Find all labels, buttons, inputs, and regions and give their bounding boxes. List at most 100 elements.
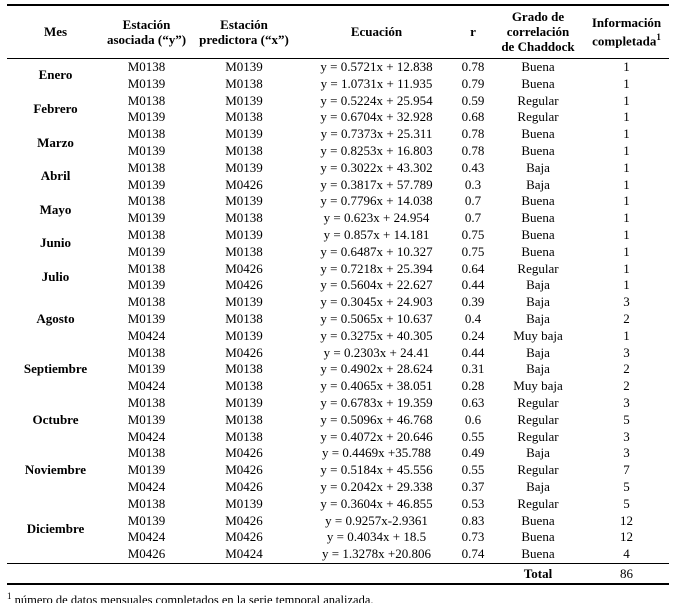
cell: 0.31 [461,361,485,377]
month-cell: Enero [38,67,73,83]
table-row: M0139 M0426 y = 0.9257x-2.9361 0.83 Buena 12 [7,513,669,530]
total-label: Total [492,562,584,585]
table-row: M0139 M0138 y = 0.5096x + 46.768 0.6 Regular… [7,412,669,429]
cell: M0424 [127,478,166,494]
table-row: Junio M0138 M0139 y = 0.857x + 14.181 0.75 Bu… [7,226,669,250]
cell: y = 0.623x + 24.954 [323,210,430,226]
cell: M0426 [225,176,263,192]
cell: M0138 [127,59,166,74]
cell: M0139 [225,193,263,209]
table-row: M0139 M0138 y = 0.623x + 24.954 0.7 Buena 1 [7,210,669,227]
cell: Regular [517,394,559,410]
cell: 1 [623,109,630,125]
cell: 0.75 [461,243,485,259]
cell: M0138 [127,260,166,276]
cell: M0138 [127,126,166,142]
cell: y = 1.3278x +20.806 [322,546,431,562]
table-row: M0424 M0138 y = 0.4065x + 38.051 0.28 Muy ba… [7,378,669,395]
cell: 0.59 [461,92,485,108]
month-cell: Septiembre [23,361,88,377]
footnote: 1 número de datos mensuales completados … [7,589,669,603]
cell: M0139 [225,226,263,242]
cell: M0138 [225,411,263,427]
column-header: Estación asociada (“y”) [104,4,189,59]
cell: M0139 [127,142,166,158]
cell: y = 0.5224x + 25.954 [320,92,433,108]
cell: 0.28 [461,378,485,394]
cell: Buena [521,59,555,74]
cell: M0424 [127,529,166,545]
cell: M0138 [127,193,166,209]
cell: M0426 [225,478,263,494]
table-row: M0424 M0426 y = 0.4034x + 18.5 0.73 Buena 12 [7,529,669,546]
month-cell: Marzo [37,134,74,150]
table-header: Mes Estación asociada (“y”) Estación predi… [7,4,669,59]
cell: M0138 [225,75,263,91]
table-row: M0424 M0426 y = 0.2042x + 29.338 0.37 Baja 5 [7,479,669,496]
table-row: Agosto M0138 M0139 y = 0.3045x + 24.903 0.39… [7,294,669,326]
cell: Buena [521,529,555,545]
correlation-table: Mes Estación asociada (“y”) Estación predi… [7,4,669,585]
month-cell: Febrero [33,100,78,116]
cell: y = 0.857x + 14.181 [323,226,430,242]
cell: M0426 [225,462,263,478]
cell: Regular [517,260,559,276]
cell: 0.75 [461,226,485,242]
cell: 1 [623,59,630,74]
cell: 1 [623,243,630,259]
cell: M0138 [127,394,166,410]
cell: M0138 [225,361,263,377]
footnote-reference: 1 [656,31,661,42]
cell: Baja [526,445,550,461]
cell: M0139 [127,310,166,326]
cell: 1 [623,75,630,91]
cell: M0424 [127,327,166,343]
cell: Buena [521,75,555,91]
cell: M0424 [127,428,166,444]
column-header: Mes [7,4,104,59]
cell: 12 [620,529,633,545]
cell: y = 0.7796x + 14.038 [320,193,433,209]
cell: 0.43 [461,159,485,175]
cell: y = 0.9257x-2.9361 [325,512,428,528]
cell: 0.44 [461,344,485,360]
cell: y = 0.5604x + 22.627 [320,277,433,293]
cell: M0426 [225,512,263,528]
cell: M0139 [127,411,166,427]
cell: M0139 [127,176,166,192]
cell: M0138 [127,294,166,310]
cell: 3 [623,428,630,444]
month-cell: Abril [40,168,71,184]
cell: 4 [623,546,630,562]
cell: 0.7 [464,193,482,209]
cell: y = 0.3045x + 24.903 [320,294,433,310]
cell: 1 [623,210,630,226]
cell: 0.39 [461,294,485,310]
cell: Baja [526,344,550,360]
cell: M0139 [225,92,263,108]
cell: 2 [623,378,630,394]
cell: Regular [517,495,559,511]
cell: 3 [623,294,630,310]
cell: 0.3 [464,176,482,192]
cell: 12 [620,512,633,528]
cell: y = 0.7218x + 25.394 [320,260,433,276]
cell: 0.74 [461,546,485,562]
footnote-marker: 1 [7,590,12,601]
cell: Buena [521,546,555,562]
cell: Buena [521,210,555,226]
column-header: r [454,4,492,59]
cell: 0.37 [461,478,485,494]
cell: y = 0.5096x + 46.768 [320,411,433,427]
cell: M0424 [127,378,166,394]
cell: y = 0.3817x + 57.789 [320,176,433,192]
month-cell: Octubre [32,411,79,427]
cell: 0.68 [461,109,485,125]
cell: M0139 [225,59,263,74]
cell: y = 0.6487x + 10.327 [320,243,433,259]
cell: M0138 [127,344,166,360]
cell: 3 [623,394,630,410]
cell: M0138 [225,243,263,259]
cell: Regular [517,428,559,444]
cell: Regular [517,411,559,427]
